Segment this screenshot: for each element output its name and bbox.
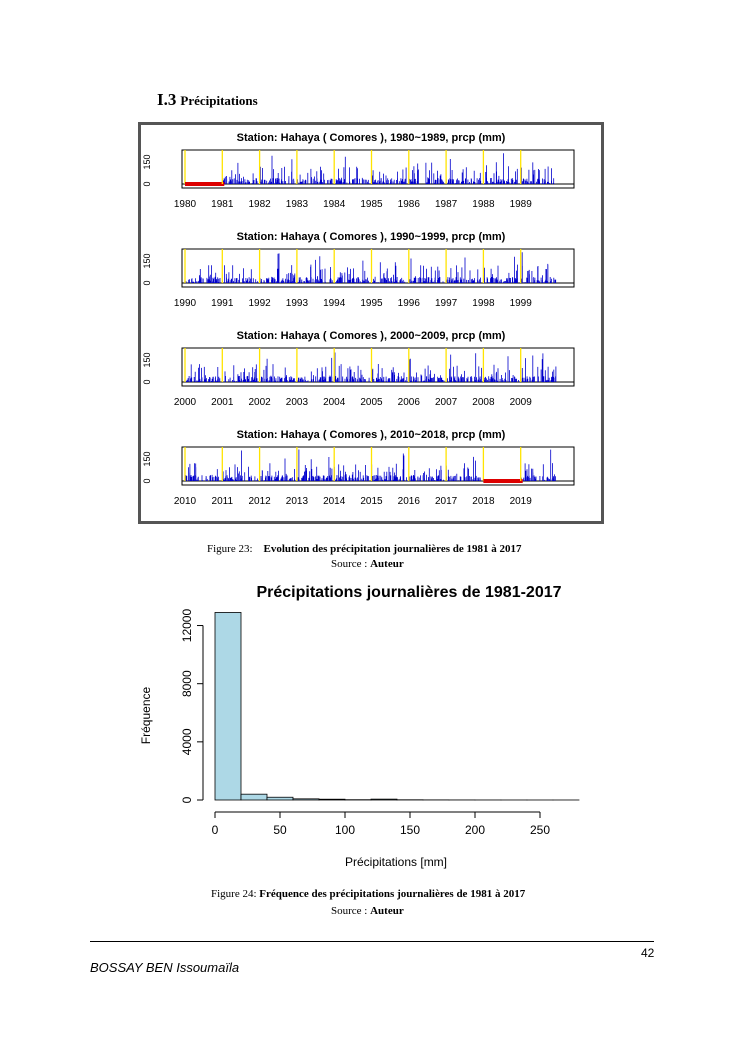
panel-4-year-label: 2012	[248, 496, 271, 507]
panel-2-year-label: 1997	[435, 298, 458, 309]
panel-1-year-label: 1984	[323, 199, 346, 210]
panel-1-year-label: 1988	[472, 199, 495, 210]
figure-24-source: Source : Auteur	[331, 905, 404, 917]
panel-2-year-label: 1993	[286, 298, 309, 309]
histogram-x-label: Précipitations [mm]	[345, 855, 447, 869]
histogram-bar	[266, 796, 294, 801]
panel-3-ytick: 150	[142, 352, 152, 367]
panel-3-year-label: 2000	[174, 397, 197, 408]
panel-4-ytick: 0	[142, 478, 152, 483]
panel-4-series	[185, 449, 556, 481]
section-number: I.3	[157, 90, 177, 109]
panel-1-year-label: 1981	[211, 199, 234, 210]
panel-1-year-label: 1983	[286, 199, 309, 210]
histogram-bar	[318, 798, 346, 801]
panel-2-year-label: 1998	[472, 298, 495, 309]
footer-author: BOSSAY BEN Issoumaïla	[90, 960, 240, 975]
figure-23-source-value: Auteur	[370, 558, 404, 570]
panel-2-ytick: 150	[142, 253, 152, 268]
panel-4-plot-frame	[181, 446, 575, 486]
panel-4-year-label: 2015	[360, 496, 383, 507]
panel-2-year-label: 1994	[323, 298, 346, 309]
panel-2-year-label: 1999	[510, 298, 533, 309]
panel-1-series	[222, 153, 557, 184]
histogram-y-tick-label: 8000	[180, 670, 194, 697]
panel-4-ytick: 150	[142, 451, 152, 466]
histogram-bar	[214, 612, 242, 801]
panel-2-year-label: 1995	[360, 298, 383, 309]
figure-24-source-label: Source :	[331, 905, 371, 917]
histogram-bar	[370, 798, 398, 801]
section-heading: I.3 Précipitations	[157, 90, 258, 110]
histogram-bar	[292, 798, 320, 801]
panel-2-year-label: 1991	[211, 298, 234, 309]
panel-3-ytick: 0	[142, 379, 152, 384]
section-title: Précipitations	[180, 93, 258, 108]
histogram-x-tick-label: 0	[212, 823, 219, 837]
panel-3-year-label: 2007	[435, 397, 458, 408]
figure-23-caption-label: Figure 23:	[207, 543, 253, 555]
panel-2-title: Station: Hahaya ( Comores ), 1990~1999, …	[237, 231, 506, 243]
panel-3-year-label: 2008	[472, 397, 495, 408]
histogram-y-tick-label: 0	[180, 796, 194, 803]
panel-1-year-label: 1985	[360, 199, 383, 210]
figure-24-caption-text: Fréquence des précipitations journalière…	[259, 888, 526, 900]
panel-3-year-label: 2001	[211, 397, 234, 408]
histogram-x-tick-label: 100	[335, 823, 355, 837]
figure-23-source-label: Source :	[331, 558, 371, 570]
histogram-y-tick-label: 4000	[180, 728, 194, 755]
figure-24-caption: Figure 24: Fréquence des précipitations …	[211, 888, 525, 900]
figure-24-caption-label: Figure 24:	[211, 888, 257, 900]
panel-1-year-label: 1982	[248, 199, 271, 210]
panel-1-ytick: 150	[142, 154, 152, 169]
panel-1-year-label: 1986	[398, 199, 421, 210]
panel-3-year-label: 2002	[248, 397, 271, 408]
histogram-title: Précipitations journalières de 1981-2017	[256, 584, 561, 601]
panel-1-year-label: 1980	[174, 199, 197, 210]
panel-4-year-label: 2013	[286, 496, 309, 507]
panel-4-year-label: 2018	[472, 496, 495, 507]
figure-23-source: Source : Auteur	[331, 558, 404, 570]
panel-2-series	[184, 252, 557, 283]
figure-23-caption: Figure 23: Evolution des précipitation j…	[207, 543, 522, 555]
panel-3-series	[185, 352, 557, 382]
panel-4-year-label: 2016	[398, 496, 421, 507]
panel-2-year-label: 1990	[174, 298, 197, 309]
figure-23-chart: Station: Hahaya ( Comores ), 1980~1989, …	[142, 132, 575, 507]
panel-4-year-label: 2017	[435, 496, 458, 507]
panel-4-title: Station: Hahaya ( Comores ), 2010~2018, …	[237, 429, 506, 441]
panel-1-year-label: 1987	[435, 199, 458, 210]
page-number: 42	[641, 946, 655, 960]
histogram-x-tick-label: 250	[530, 823, 550, 837]
histogram-y-tick-label: 12000	[180, 609, 194, 643]
panel-3-year-label: 2009	[510, 397, 533, 408]
panel-4-year-label: 2019	[510, 496, 533, 507]
panel-3-year-label: 2004	[323, 397, 346, 408]
panel-3-year-label: 2005	[360, 397, 383, 408]
panel-2-year-label: 1992	[248, 298, 271, 309]
panel-1-year-label: 1989	[510, 199, 533, 210]
histogram-x-tick-label: 200	[465, 823, 485, 837]
panel-1-title: Station: Hahaya ( Comores ), 1980~1989, …	[237, 132, 506, 144]
panel-4-year-label: 2014	[323, 496, 346, 507]
panel-1-ytick: 0	[142, 181, 152, 186]
panel-3-year-label: 2006	[398, 397, 421, 408]
panel-4-year-label: 2010	[174, 496, 197, 507]
panel-2-year-label: 1996	[398, 298, 421, 309]
histogram-y-label: Fréquence	[139, 686, 153, 744]
histogram-bar	[240, 793, 268, 801]
histogram-x-tick-label: 150	[400, 823, 420, 837]
panel-2-ytick: 0	[142, 280, 152, 285]
histogram-x-tick-label: 50	[273, 823, 287, 837]
figure-24-source-value: Auteur	[370, 905, 404, 917]
panel-4-year-label: 2011	[212, 496, 234, 507]
panel-3-title: Station: Hahaya ( Comores ), 2000~2009, …	[237, 330, 506, 342]
panel-3-year-label: 2003	[286, 397, 309, 408]
figure-24-chart: Précipitations journalières de 1981-2017…	[139, 584, 580, 869]
figure-23-caption-text: Evolution des précipitation journalières…	[263, 543, 522, 555]
footer-divider	[90, 941, 654, 942]
